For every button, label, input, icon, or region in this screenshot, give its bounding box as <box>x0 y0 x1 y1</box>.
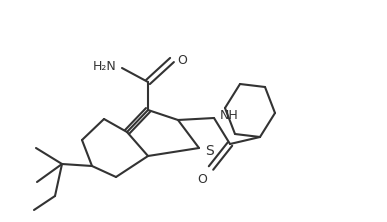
Text: O: O <box>177 54 187 67</box>
Text: S: S <box>205 144 214 158</box>
Text: O: O <box>197 173 207 186</box>
Text: H₂N: H₂N <box>93 59 117 73</box>
Text: NH: NH <box>220 109 239 121</box>
